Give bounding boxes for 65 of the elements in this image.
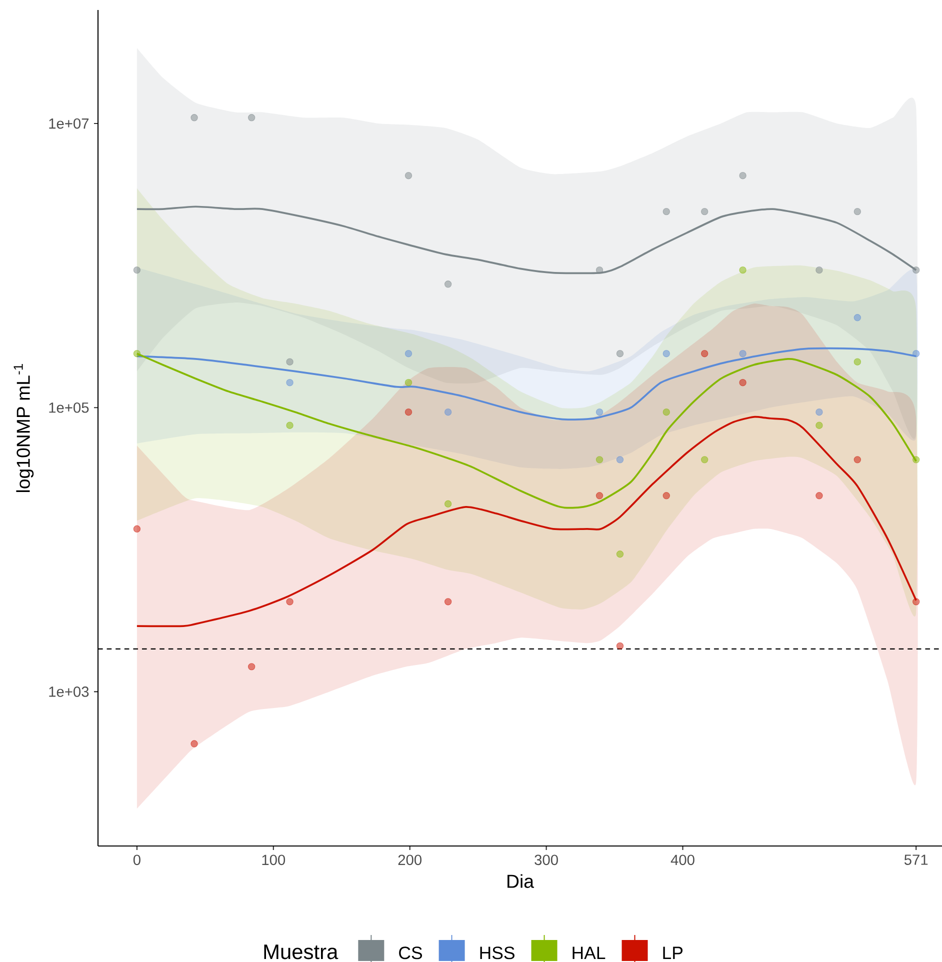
x-axis-title: Dia (508, 874, 534, 888)
y-tick-label: 1e+05 (49, 402, 89, 413)
point (739, 350, 746, 358)
point (444, 500, 452, 508)
point (596, 456, 604, 464)
point (739, 266, 746, 274)
point (133, 266, 141, 274)
point (912, 266, 920, 274)
point (286, 422, 294, 429)
point (444, 408, 452, 416)
point (133, 350, 141, 358)
point (404, 350, 412, 358)
point (739, 172, 746, 180)
point (133, 525, 141, 533)
point (404, 379, 412, 386)
point (616, 350, 624, 358)
point (912, 350, 920, 358)
point (596, 492, 604, 500)
point (404, 408, 412, 416)
point (662, 492, 670, 500)
legend-label: HSS (480, 946, 514, 960)
y-axis-title: log10NMP mL$^{-1}$ (14, 364, 34, 492)
x-tick-label: 300 (534, 854, 558, 866)
point (912, 456, 920, 464)
point (404, 172, 412, 180)
point (444, 598, 452, 606)
point (286, 379, 294, 386)
point (912, 598, 920, 606)
y-tick-label: 1e+07 (49, 118, 89, 129)
x-tick-label: 100 (262, 854, 286, 866)
point (700, 350, 708, 358)
point (286, 358, 294, 366)
point (816, 492, 823, 500)
point (616, 642, 624, 650)
point (616, 456, 624, 464)
point (816, 408, 823, 416)
point (190, 114, 198, 122)
legend-label: CS (399, 946, 422, 960)
point (739, 379, 746, 386)
point (700, 208, 708, 216)
legend-label: LP (663, 946, 683, 959)
point (854, 358, 862, 366)
point (662, 408, 670, 416)
point (662, 350, 670, 358)
point (700, 456, 708, 464)
point (854, 456, 862, 464)
point (596, 408, 604, 416)
x-tick-label: 571 (904, 854, 928, 865)
point (286, 598, 294, 606)
x-tick-label: 200 (398, 854, 422, 866)
legend-label: HAL (572, 946, 606, 959)
point (854, 208, 862, 216)
point (444, 280, 452, 288)
point (190, 740, 198, 748)
point (616, 550, 624, 558)
point (816, 422, 823, 429)
point (854, 314, 862, 322)
point (248, 114, 256, 122)
point (662, 208, 670, 216)
legend-title: Muestra (264, 944, 338, 960)
y-tick-label: 1e+03 (49, 686, 89, 697)
x-tick-label: 400 (670, 854, 694, 866)
point (248, 663, 256, 670)
point (816, 266, 823, 274)
x-tick-label: 0 (133, 854, 140, 866)
